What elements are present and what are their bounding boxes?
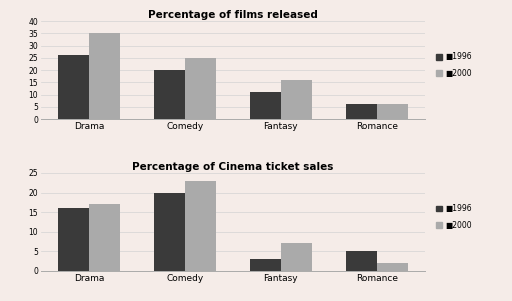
Bar	[250, 259, 281, 271]
Bar	[154, 193, 185, 271]
Bar	[281, 244, 312, 271]
Bar	[377, 263, 408, 271]
Bar	[250, 92, 281, 119]
Title: Percentage of Cinema ticket sales: Percentage of Cinema ticket sales	[132, 162, 334, 172]
Bar	[377, 104, 408, 119]
Bar	[58, 55, 89, 119]
Bar	[58, 208, 89, 271]
Bar	[346, 251, 377, 271]
Bar	[346, 104, 377, 119]
Bar	[185, 181, 216, 271]
Bar	[89, 33, 120, 119]
Legend: ■1996, ■2000: ■1996, ■2000	[433, 49, 475, 81]
Bar	[281, 80, 312, 119]
Bar	[154, 70, 185, 119]
Bar	[185, 58, 216, 119]
Title: Percentage of films released: Percentage of films released	[148, 10, 318, 20]
Legend: ■1996, ■2000: ■1996, ■2000	[433, 201, 475, 233]
Bar	[89, 204, 120, 271]
